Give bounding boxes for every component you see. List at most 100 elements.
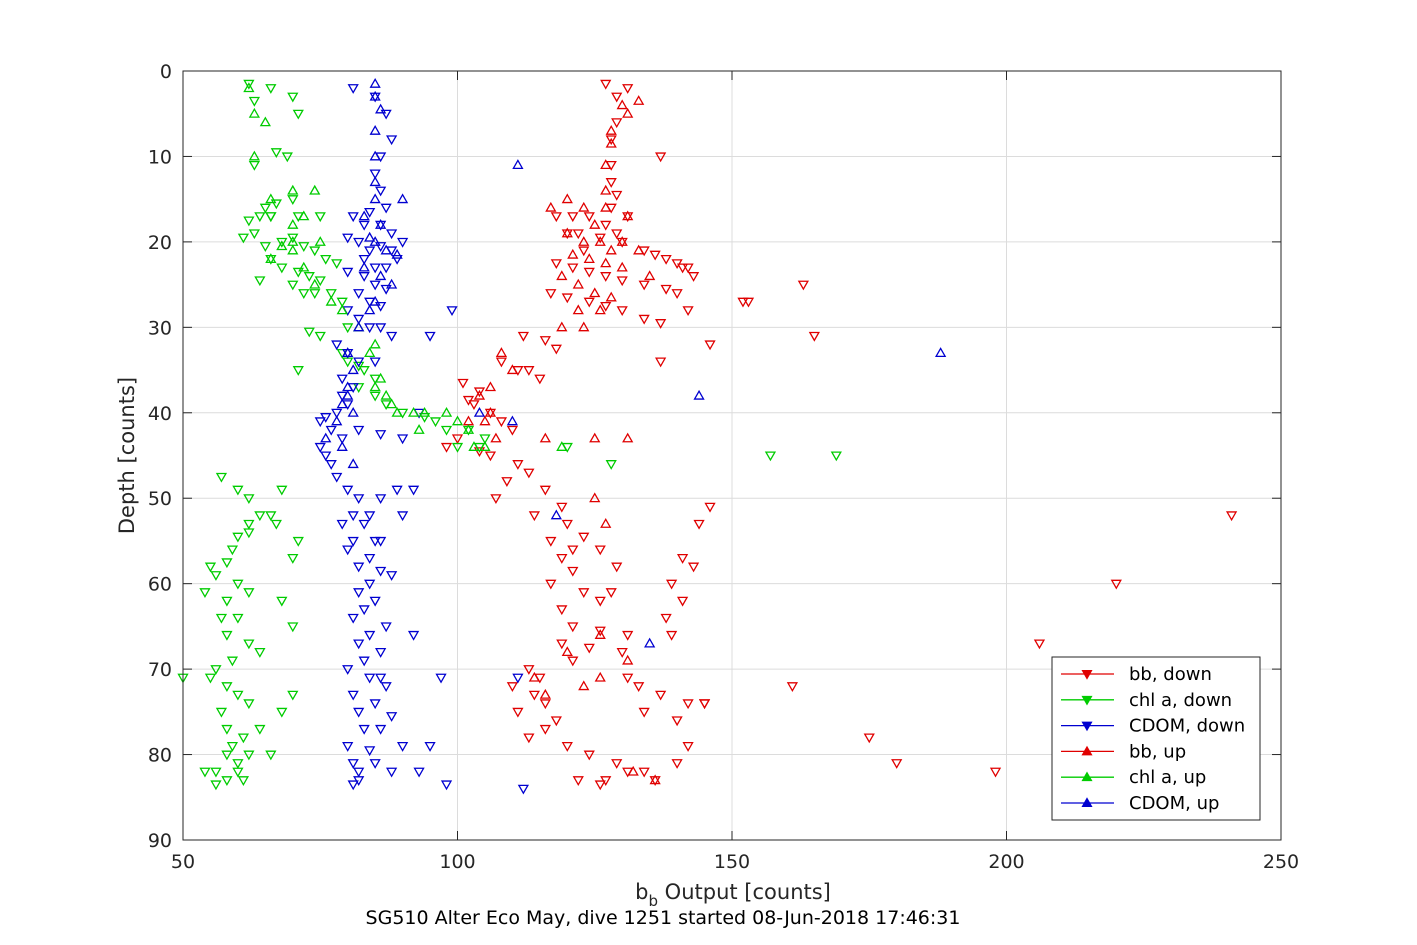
data-point — [693, 519, 705, 530]
data-point — [254, 212, 266, 223]
data-point — [309, 246, 321, 257]
data-point — [622, 210, 634, 221]
data-point — [600, 201, 612, 212]
legend-marker — [1081, 771, 1093, 782]
data-point — [473, 389, 486, 400]
data-point — [298, 242, 310, 252]
data-point — [561, 293, 573, 304]
legend: bb, down chl a, down CDOM, down bb, up chl a… — [1051, 656, 1261, 821]
data-point — [347, 84, 359, 94]
data-point — [325, 460, 337, 470]
data-point — [600, 79, 612, 90]
data-point — [578, 680, 590, 691]
data-point — [517, 784, 530, 795]
data-point — [693, 389, 705, 400]
data-point — [556, 321, 568, 332]
data-point — [358, 261, 370, 272]
data-point — [616, 236, 628, 246]
data-point — [616, 276, 628, 287]
data-point — [655, 357, 667, 368]
data-point — [655, 690, 667, 701]
data-point — [292, 536, 304, 547]
y-tick-label: 60 — [148, 574, 172, 596]
data-point — [358, 220, 370, 231]
data-point — [248, 107, 260, 118]
data-point — [325, 425, 337, 436]
data-point — [243, 79, 255, 90]
data-point — [539, 724, 551, 735]
series-bb-down — [440, 79, 1238, 791]
data-point — [353, 383, 365, 393]
data-point — [336, 441, 348, 451]
data-point — [342, 323, 354, 334]
data-point — [660, 284, 672, 295]
data-point — [611, 229, 623, 240]
x-tick-label: 100 — [439, 851, 475, 873]
data-point — [545, 201, 557, 212]
data-point — [583, 253, 595, 264]
data-point — [342, 741, 354, 752]
data-point — [292, 109, 304, 120]
data-point — [550, 716, 562, 727]
data-point — [495, 357, 508, 368]
legend-label: chl a, up — [1129, 767, 1206, 788]
data-point — [479, 434, 491, 445]
data-point — [380, 622, 392, 633]
data-point — [314, 442, 326, 453]
data-point — [418, 406, 431, 417]
y-tick-label: 0 — [160, 61, 172, 83]
data-point — [375, 673, 387, 684]
data-point — [369, 78, 381, 88]
data-point — [512, 460, 524, 470]
data-point — [303, 327, 315, 338]
data-point — [989, 767, 1002, 778]
data-point — [364, 207, 376, 218]
x-tick-label: 200 — [988, 851, 1024, 873]
legend-label: CDOM, down — [1129, 716, 1245, 737]
data-point — [287, 92, 299, 103]
data-point — [364, 231, 376, 242]
data-point — [589, 218, 601, 229]
data-point — [210, 780, 222, 791]
data-point — [314, 417, 326, 428]
data-point — [473, 447, 486, 458]
data-point — [369, 536, 381, 547]
data-point — [287, 218, 299, 229]
data-point — [276, 707, 288, 718]
data-point — [347, 780, 359, 791]
data-point — [243, 519, 255, 530]
data-point — [512, 159, 524, 170]
data-point — [375, 724, 387, 735]
data-point — [353, 562, 365, 573]
data-point — [550, 344, 562, 355]
data-point — [413, 767, 425, 778]
legend-marker — [1081, 797, 1093, 807]
legend-label: bb, up — [1129, 741, 1186, 762]
data-point — [698, 699, 711, 710]
data-point — [495, 417, 508, 428]
legend-marker — [1081, 721, 1093, 732]
data-point — [616, 99, 628, 110]
data-point — [649, 774, 661, 785]
data-point — [243, 216, 255, 227]
data-point — [292, 267, 304, 278]
data-point — [556, 554, 568, 564]
data-point — [254, 511, 266, 522]
data-point — [594, 304, 606, 315]
data-point — [556, 441, 568, 451]
data-point — [204, 562, 217, 573]
data-point — [583, 750, 595, 761]
data-point — [287, 622, 299, 633]
data-point — [287, 280, 299, 291]
data-point — [676, 596, 689, 607]
legend-marker — [1081, 745, 1093, 756]
data-point — [523, 468, 535, 479]
data-point — [440, 442, 453, 453]
data-point — [605, 135, 617, 146]
data-point — [605, 244, 617, 255]
data-point — [210, 767, 222, 778]
data-point — [484, 381, 497, 392]
x-tick-label: 250 — [1263, 851, 1299, 873]
data-point — [638, 280, 650, 291]
data-point — [523, 665, 535, 675]
